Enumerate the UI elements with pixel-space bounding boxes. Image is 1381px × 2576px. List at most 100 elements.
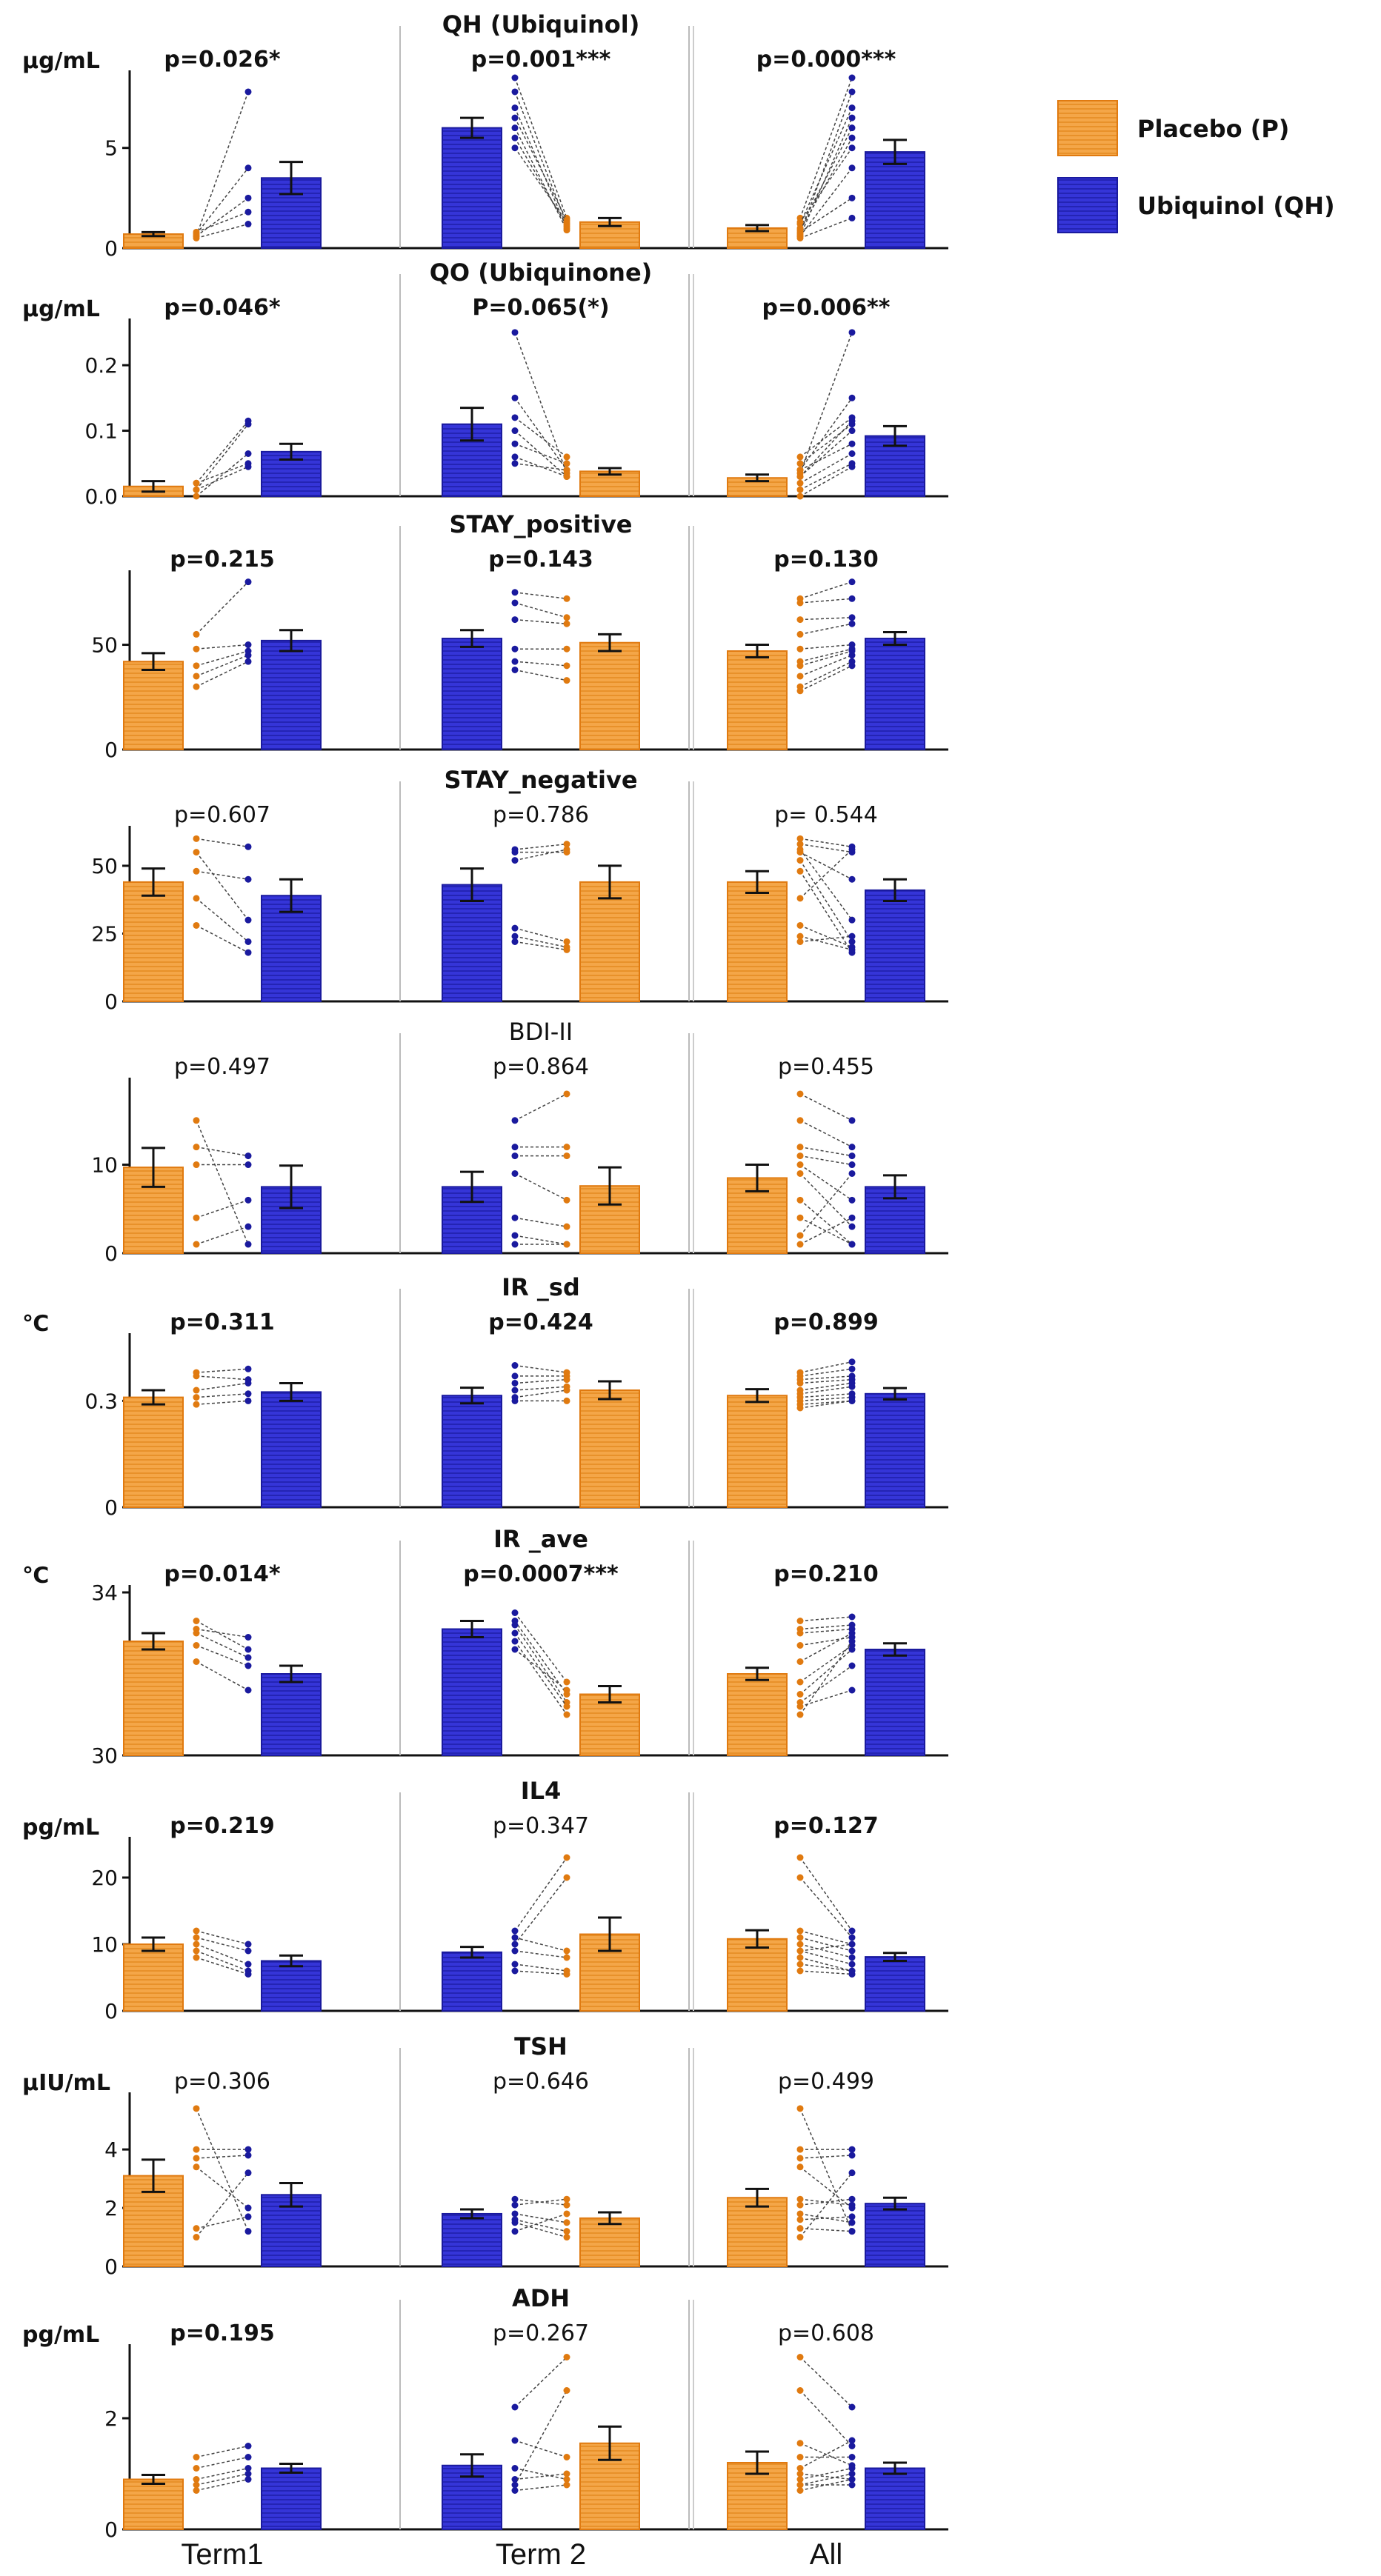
point-qh — [244, 875, 252, 883]
point-p — [193, 479, 200, 487]
point-qh — [244, 1941, 252, 1948]
group-term2: p=0.424 — [442, 1309, 640, 1509]
paired-line — [799, 167, 853, 237]
point-qh — [511, 1646, 519, 1653]
paired-line — [799, 1644, 853, 1683]
chart-panels: QH (Ubiquinol) μg/mL 0 5 p=0.026* p=0.001*** p… — [22, 10, 948, 2542]
point-p — [796, 1629, 804, 1637]
point-p — [193, 1144, 200, 1151]
group-term2: p=0.786 — [442, 802, 640, 1003]
point-p — [796, 1090, 804, 1098]
paired-line — [799, 1172, 853, 1227]
panel-1: QH (Ubiquinol) μg/mL 0 5 p=0.026* p=0.001*** p… — [22, 10, 948, 261]
panel-title: ADH — [512, 2284, 570, 2312]
bar-qh — [865, 2467, 925, 2530]
point-p — [193, 1947, 200, 1955]
y-tick-label: 0.1 — [84, 419, 118, 444]
point-qh — [244, 1161, 252, 1169]
point-qh — [848, 124, 856, 132]
point-p — [796, 1947, 804, 1955]
paired-line — [196, 211, 249, 233]
point-p — [563, 2219, 570, 2226]
bar-p — [727, 1938, 788, 2012]
point-p — [796, 1161, 804, 1169]
paired-line — [799, 1943, 853, 1952]
point-qh — [848, 2152, 856, 2159]
bar-qh — [442, 127, 502, 249]
point-p — [563, 1196, 570, 1204]
point-p — [796, 479, 804, 487]
paired-line — [799, 1636, 853, 1646]
point-qh — [848, 114, 856, 121]
point-qh — [511, 1379, 519, 1387]
point-qh — [848, 946, 856, 953]
point-p — [796, 1961, 804, 1968]
point-p — [193, 835, 200, 842]
point-qh — [244, 1971, 252, 1978]
y-tick-label: 0 — [104, 1495, 118, 1520]
p-value-label: p=0.014* — [164, 1561, 281, 1587]
point-qh — [848, 662, 856, 670]
paired-line — [196, 898, 249, 943]
paired-line — [799, 860, 853, 942]
paired-line — [799, 648, 853, 662]
bar-qh — [865, 1186, 925, 1255]
point-p — [563, 1241, 570, 1248]
point-qh — [848, 2462, 856, 2469]
point-qh — [511, 134, 519, 141]
point-p — [796, 1169, 804, 1177]
point-qh — [848, 1117, 856, 1124]
point-qh — [244, 2228, 252, 2235]
point-qh — [848, 329, 856, 336]
point-qh — [848, 74, 856, 81]
point-p — [563, 1686, 570, 1694]
point-p — [796, 228, 804, 236]
p-value-label: p=0.607 — [174, 802, 270, 828]
paired-line — [799, 2166, 853, 2209]
paired-line — [196, 1393, 249, 1398]
p-value-label: p=0.499 — [778, 2069, 874, 2095]
paired-line — [799, 661, 853, 687]
point-p — [563, 2354, 570, 2360]
point-p — [193, 2225, 200, 2232]
point-p — [796, 835, 804, 842]
paired-line — [196, 453, 249, 497]
paired-line — [799, 2198, 853, 2206]
point-p — [796, 467, 804, 474]
y-unit-label: ℃ — [22, 1563, 49, 1589]
point-qh — [244, 2470, 252, 2477]
point-p — [796, 2210, 804, 2218]
paired-line — [799, 2356, 853, 2408]
y-unit-label: μg/mL — [22, 296, 100, 322]
paired-line — [799, 843, 853, 853]
paired-line — [514, 147, 568, 223]
point-qh — [848, 440, 856, 447]
point-qh — [244, 1223, 252, 1230]
point-qh — [848, 1629, 856, 1637]
point-qh — [848, 2146, 856, 2153]
point-p — [563, 1387, 570, 1394]
point-p — [796, 2476, 804, 2483]
bar-qh — [865, 1392, 925, 1508]
point-qh — [848, 2201, 856, 2209]
paired-line — [514, 77, 568, 218]
x-label-term2: Term 2 — [496, 2538, 586, 2571]
p-value-label: p= 0.544 — [774, 802, 878, 828]
bar-qh — [442, 1628, 502, 1756]
p-value-label: p=0.219 — [170, 1813, 275, 1839]
point-p — [193, 486, 200, 493]
bar-p — [727, 881, 788, 1002]
paired-line — [514, 117, 568, 221]
paired-line — [196, 650, 249, 667]
point-qh — [244, 1379, 252, 1387]
point-p — [563, 841, 570, 848]
bar-qh — [442, 1395, 502, 1509]
point-p — [563, 1376, 570, 1384]
paired-line — [799, 1155, 853, 1166]
paired-line — [196, 1628, 249, 1638]
y-unit-label: pg/mL — [22, 2322, 99, 2348]
y-tick-label: 20 — [91, 1866, 118, 1890]
p-value-label: p=0.001*** — [471, 47, 611, 73]
point-qh — [511, 1397, 519, 1404]
point-qh — [848, 2437, 856, 2444]
